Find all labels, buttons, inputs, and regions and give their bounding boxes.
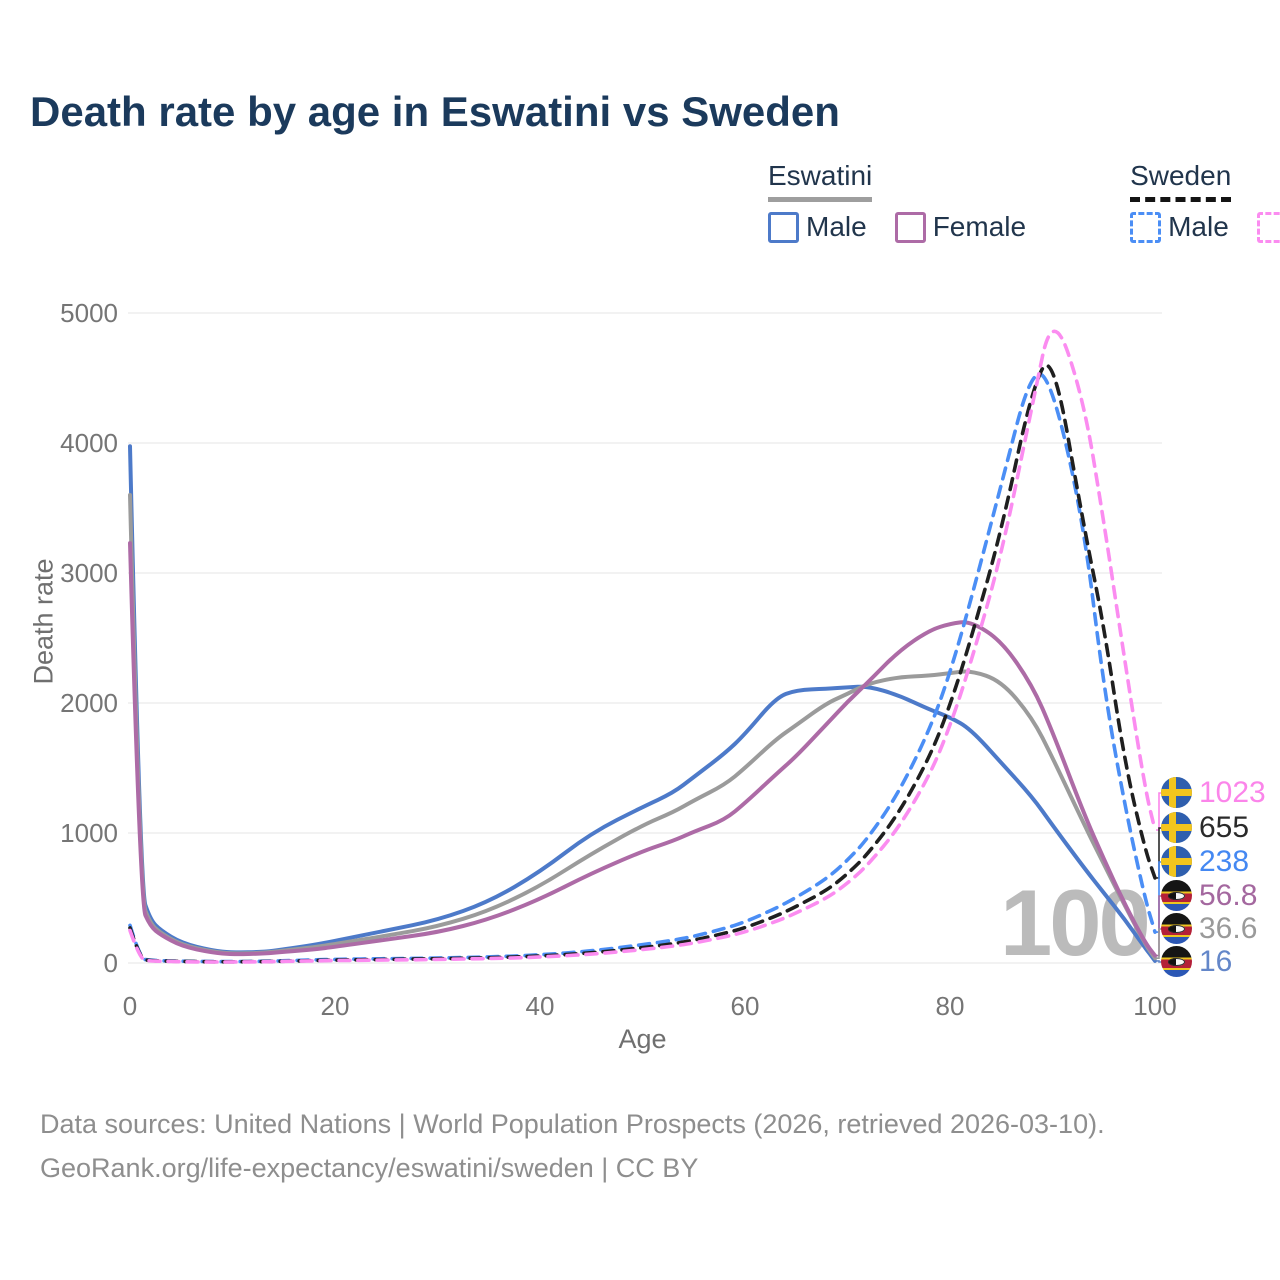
eswatini-flag-icon bbox=[1161, 946, 1192, 977]
line-sweden-both-sexes bbox=[128, 363, 1157, 964]
sweden-flag-icon bbox=[1161, 777, 1192, 808]
end-value-label: 655 bbox=[1199, 811, 1250, 844]
x-tick-label-0: 0 bbox=[123, 991, 137, 1021]
y-tick-label-1000: 1000 bbox=[60, 818, 118, 848]
end-label-eswatini-female: 56.8 bbox=[1161, 880, 1257, 911]
line-sweden-female bbox=[128, 329, 1157, 964]
legend-label-eswatini-female[interactable]: Female bbox=[932, 211, 1027, 242]
legend-item-eswatini-male[interactable]: Male bbox=[768, 211, 867, 243]
x-tick-label-60: 60 bbox=[731, 991, 760, 1021]
sweden-flag-icon bbox=[1161, 846, 1192, 877]
end-label-eswatini-male: 16 bbox=[1161, 946, 1232, 977]
eswatini-flag-icon bbox=[1161, 913, 1192, 944]
x-tick-label-20: 20 bbox=[321, 991, 350, 1021]
legend-group-eswatini: Eswatini Male Female bbox=[768, 160, 1048, 243]
line-eswatini-female bbox=[128, 541, 1157, 958]
line-sweden-male bbox=[128, 372, 1157, 964]
y-tick-label-2000: 2000 bbox=[60, 688, 118, 718]
end-label-sweden-male: 238 bbox=[1161, 846, 1249, 877]
end-value-label: 56.8 bbox=[1199, 879, 1258, 912]
legend-item-sweden-female[interactable]: Female bbox=[1256, 211, 1280, 243]
end-value-label: 1023 bbox=[1199, 776, 1266, 809]
x-tick-label-80: 80 bbox=[936, 991, 965, 1021]
legend-item-sweden-male[interactable]: Male bbox=[1130, 211, 1229, 243]
page-title: Death rate by age in Eswatini vs Sweden bbox=[30, 88, 840, 135]
end-value-label: 238 bbox=[1199, 845, 1250, 878]
legend: Eswatini Male Female Sweden Male bbox=[768, 160, 1280, 243]
eswatini-flag-icon bbox=[1161, 880, 1192, 911]
x-tick-label-100: 100 bbox=[1133, 991, 1176, 1021]
legend-group-sweden: Sweden Male Female bbox=[1130, 160, 1280, 243]
footer-license: GeoRank.org/life-expectancy/eswatini/swe… bbox=[40, 1153, 699, 1183]
y-tick-label-3000: 3000 bbox=[60, 558, 118, 588]
end-label-sweden-total: 655 bbox=[1161, 812, 1249, 843]
legend-country-eswatini: Eswatini bbox=[768, 160, 873, 202]
eswatini-male-checkbox-icon[interactable] bbox=[768, 211, 799, 243]
x-tick-label-40: 40 bbox=[526, 991, 555, 1021]
y-tick-label-0: 0 bbox=[104, 948, 118, 978]
legend-item-eswatini-female[interactable]: Female bbox=[894, 211, 1027, 243]
y-tick-label-5000: 5000 bbox=[60, 298, 118, 328]
legend-label-eswatini-male[interactable]: Male bbox=[806, 211, 867, 242]
legend-label-sweden-male[interactable]: Male bbox=[1168, 211, 1229, 242]
eswatini-female-checkbox-icon[interactable] bbox=[894, 211, 926, 243]
sweden-female-checkbox-icon[interactable] bbox=[1256, 211, 1280, 243]
end-value-label: 36.6 bbox=[1199, 912, 1258, 945]
x-axis-title: Age bbox=[618, 1024, 667, 1054]
footer-sources: Data sources: United Nations | World Pop… bbox=[40, 1109, 1105, 1139]
end-label-sweden-female: 1023 bbox=[1161, 777, 1266, 808]
end-label-eswatini-total: 36.6 bbox=[1161, 913, 1257, 944]
footer: Data sources: United Nations | World Pop… bbox=[40, 1102, 1105, 1190]
legend-country-sweden: Sweden bbox=[1130, 160, 1232, 202]
y-tick-label-4000: 4000 bbox=[60, 428, 118, 458]
sweden-male-checkbox-icon[interactable] bbox=[1130, 211, 1162, 243]
sweden-flag-icon bbox=[1161, 812, 1192, 843]
end-value-label: 16 bbox=[1199, 945, 1233, 978]
